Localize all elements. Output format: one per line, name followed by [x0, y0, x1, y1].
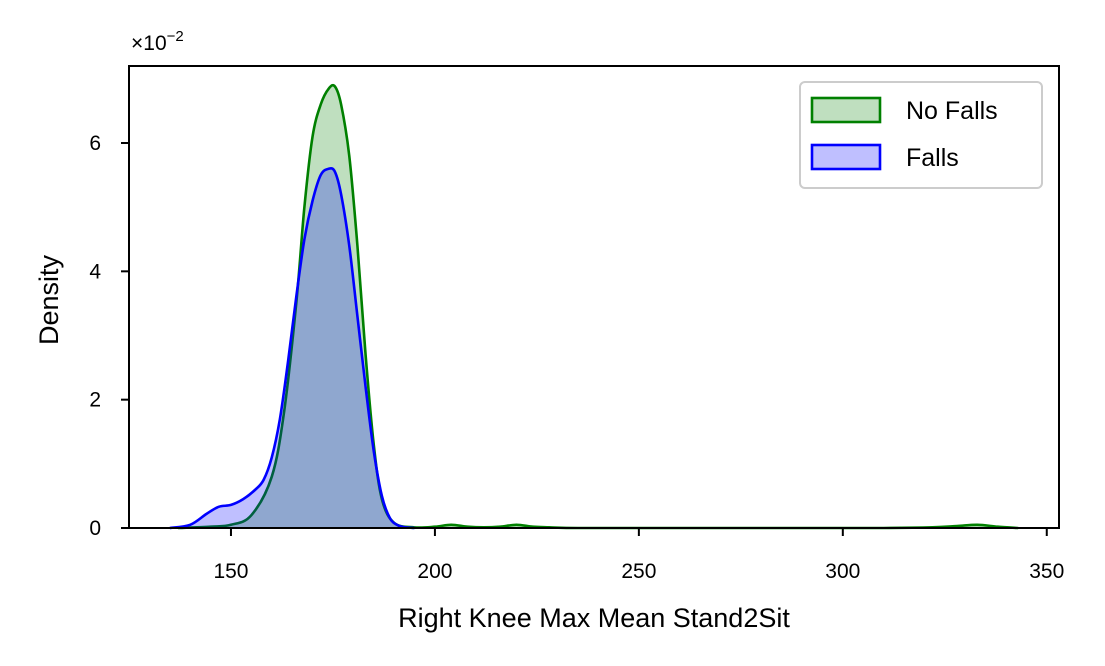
legend: No Falls Falls — [799, 81, 1043, 189]
y-tick-label-0: 0 — [89, 517, 101, 540]
x-axis-label: Right Knee Max Mean Stand2Sit — [398, 603, 790, 633]
axes: 150 200 250 300 350 0 2 4 6 — [89, 65, 1064, 583]
y-tick-label-6: 6 — [89, 132, 101, 155]
y-tick-label-2: 2 — [89, 389, 101, 412]
falls-density-line — [169, 167, 415, 530]
x-tick-label-300: 300 — [825, 560, 860, 583]
no-falls-density-fill — [177, 85, 1019, 529]
x-tick-label-200: 200 — [417, 560, 452, 583]
y-tick-label-4: 4 — [89, 260, 101, 283]
legend-label-falls: Falls — [906, 144, 959, 172]
plot-frame — [128, 65, 1060, 529]
multiplier-exponent: −2 — [167, 28, 184, 45]
x-tick-label-350: 350 — [1029, 560, 1064, 583]
y-axis-multiplier: ×10−2 — [131, 28, 184, 55]
falls-density-fill — [169, 168, 415, 529]
legend-label-no-falls: No Falls — [906, 97, 998, 125]
legend-swatch-no-falls — [810, 96, 882, 124]
x-tick-label-150: 150 — [213, 560, 248, 583]
legend-swatch-falls — [810, 143, 882, 171]
x-tick-label-250: 250 — [621, 560, 656, 583]
multiplier-base: ×10 — [131, 32, 167, 55]
y-axis-label: Density — [34, 254, 64, 345]
legend-box — [799, 81, 1043, 189]
